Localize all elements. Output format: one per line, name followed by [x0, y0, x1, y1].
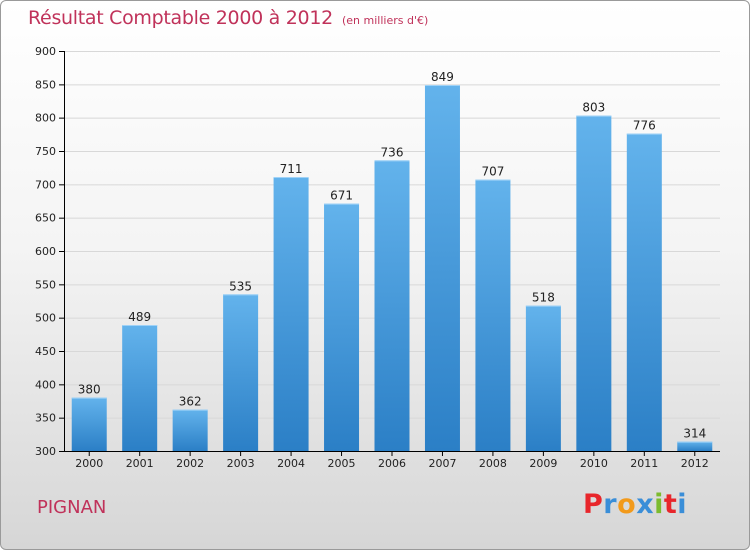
y-tick-label: 900 [35, 45, 56, 58]
y-tick-label: 700 [35, 178, 56, 191]
bar-2005 [324, 203, 360, 451]
place-name: PIGNAN [37, 497, 107, 518]
x-tick-label: 2003 [227, 457, 255, 470]
logo-letter: i [677, 489, 688, 520]
y-tick-label: 400 [35, 378, 56, 391]
y-tick-label: 500 [35, 312, 56, 325]
logo-letter: t [663, 489, 678, 520]
y-tick-label: 300 [35, 445, 56, 458]
bar-2003 [223, 294, 259, 451]
bar-2012 [677, 441, 713, 451]
y-tick-label: 550 [35, 278, 56, 291]
x-tick-label: 2008 [479, 457, 507, 470]
y-tick-label: 350 [35, 412, 56, 425]
data-label: 380 [78, 383, 101, 397]
x-tick-label: 2009 [529, 457, 557, 470]
proxiti-logo: Proxiti [583, 489, 687, 520]
x-tick-label: 2005 [328, 457, 356, 470]
logo-letter: P [583, 489, 604, 520]
logo-letter: o [617, 489, 637, 520]
y-tick-label: 850 [35, 78, 56, 91]
chart-title: Résultat Comptable 2000 à 2012 [28, 7, 333, 29]
y-tick-label: 800 [35, 112, 56, 125]
y-tick-label: 450 [35, 345, 56, 358]
data-label: 671 [330, 189, 353, 203]
x-tick-label: 2012 [681, 457, 709, 470]
bar-2004 [273, 177, 309, 451]
y-tick-label: 650 [35, 212, 56, 225]
data-label: 776 [633, 119, 656, 133]
data-label: 736 [381, 145, 404, 159]
data-label: 362 [179, 395, 202, 409]
data-label: 711 [280, 162, 303, 176]
bar-2009 [525, 305, 561, 451]
data-label: 489 [128, 310, 151, 324]
data-label: 707 [481, 165, 504, 179]
x-tick-label: 2011 [630, 457, 658, 470]
data-label: 518 [532, 291, 555, 305]
logo-letter: x [636, 489, 655, 520]
x-tick-label: 2006 [378, 457, 406, 470]
x-tick-label: 2001 [126, 457, 154, 470]
chart-subtitle: (en milliers d'€) [342, 14, 429, 27]
bar-2006 [374, 160, 410, 452]
bar-2007 [424, 85, 460, 451]
bar-2011 [626, 133, 662, 451]
bar-2008 [475, 179, 511, 451]
data-label: 314 [683, 427, 706, 441]
logo-letter: r [603, 489, 618, 520]
bar-2002 [172, 409, 208, 451]
x-tick-label: 2002 [176, 457, 204, 470]
data-label: 535 [229, 279, 252, 293]
y-tick-label: 750 [35, 145, 56, 158]
bar-2000 [71, 397, 107, 451]
x-tick-label: 2004 [277, 457, 305, 470]
logo-letter: i [654, 489, 664, 520]
x-tick-label: 2000 [75, 457, 103, 470]
x-tick-label: 2010 [580, 457, 608, 470]
bar-2001 [122, 325, 158, 451]
x-tick-label: 2007 [428, 457, 456, 470]
data-label: 803 [582, 101, 605, 115]
y-tick-label: 600 [35, 245, 56, 258]
bar-2010 [576, 115, 612, 452]
data-label: 849 [431, 70, 454, 84]
